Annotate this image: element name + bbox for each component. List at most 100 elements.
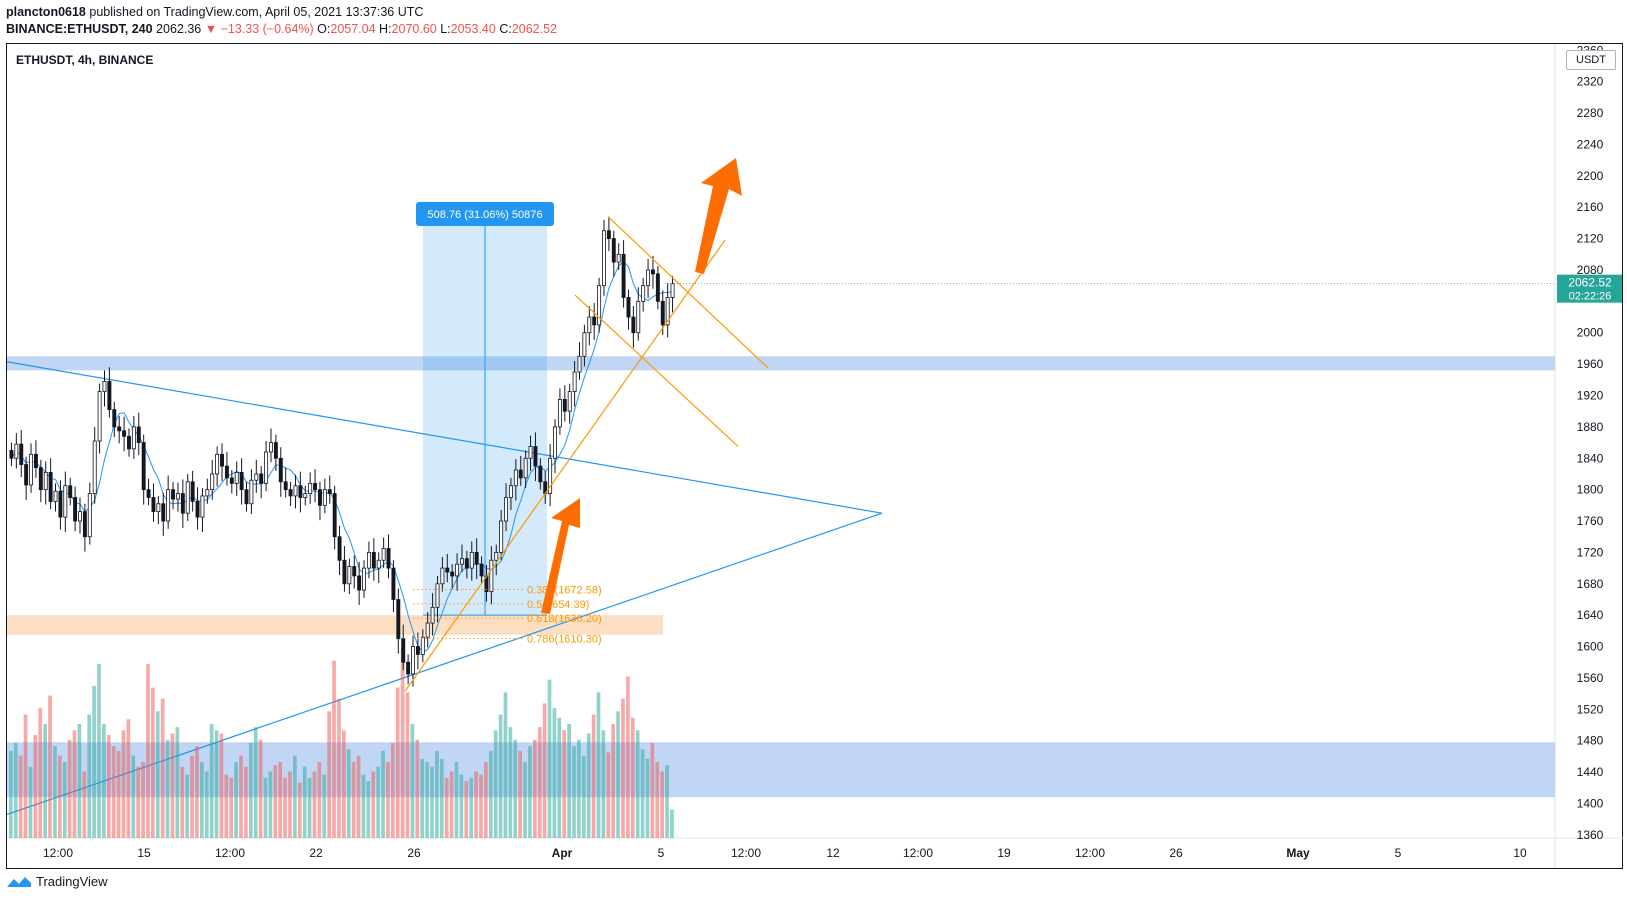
volume-bar (62, 762, 67, 838)
candle-body (224, 465, 229, 479)
candle-body (58, 490, 63, 518)
candle-body (602, 230, 606, 287)
candle-body (229, 477, 234, 484)
candle-body (337, 536, 342, 561)
price-tick-label: 1520 (1577, 702, 1604, 716)
breakout-arrow-upper (695, 158, 742, 274)
candle-body (450, 571, 455, 577)
time-tick-label: 19 (997, 846, 1011, 860)
candle-body (239, 471, 244, 491)
volume-bar (67, 739, 72, 838)
volume-bar (660, 771, 665, 838)
candle-body (420, 636, 425, 655)
volume-bar (518, 750, 522, 838)
volume-bar (415, 739, 420, 838)
volume-bar (528, 746, 532, 838)
time-tick-label: 15 (137, 846, 151, 860)
candle-body (303, 493, 308, 498)
volume-bar (386, 762, 390, 838)
volume-bar (449, 771, 454, 838)
volume-bar (557, 717, 562, 838)
time-tick-label: 5 (1395, 846, 1402, 860)
tradingview-footer[interactable]: TradingView (6, 874, 108, 889)
volume-bar (219, 733, 224, 838)
candle-body (611, 238, 616, 263)
volume-bar (258, 739, 263, 838)
time-tick-label: 12:00 (731, 846, 761, 860)
volume-bar (322, 774, 327, 838)
last-price-label: 2062.52 (1568, 276, 1612, 290)
candle-body (38, 467, 43, 491)
candle-body (82, 511, 87, 538)
candle-body (513, 469, 518, 487)
price-tick-label: 1640 (1577, 608, 1604, 622)
volume-bar (435, 750, 439, 838)
currency-button[interactable]: USDT (1566, 50, 1616, 70)
candle-body (9, 450, 14, 459)
volume-bar (234, 762, 238, 838)
candle-body (102, 380, 107, 392)
candle-body (455, 563, 460, 577)
price-tick-label: 1840 (1577, 451, 1604, 465)
price-tick-label: 1560 (1577, 671, 1604, 685)
volume-bar (199, 762, 204, 838)
volume-bar (302, 766, 307, 838)
volume-bar (621, 698, 625, 838)
candle-body (670, 283, 675, 298)
candle-body (195, 501, 200, 518)
candle-body (308, 482, 313, 494)
candle-body (371, 552, 376, 569)
volume-bar (537, 727, 542, 838)
volume-bar (48, 695, 52, 838)
author-name[interactable]: plancton0618 (6, 5, 86, 19)
volume-bar (586, 733, 591, 838)
volume-bar (53, 746, 57, 838)
candle-body (78, 511, 82, 522)
time-tick-label: Apr (552, 846, 573, 860)
volume-bar (307, 777, 312, 838)
candle-body (352, 566, 357, 577)
volume-bar (562, 730, 567, 838)
volume-bar (263, 777, 268, 838)
volume-bar (503, 692, 508, 838)
candle-body (249, 479, 254, 505)
volume-bar (13, 743, 18, 838)
candle-body (391, 567, 396, 600)
pennant-lower-line (574, 294, 739, 447)
countdown-label: 02:22:26 (1569, 291, 1612, 303)
fib-level-label: 0.5(1654.39) (527, 599, 589, 611)
candle-body (435, 583, 440, 608)
candle-body (621, 253, 626, 298)
volume-bar (567, 724, 571, 838)
time-tick-label: 5 (658, 846, 665, 860)
candle-body (19, 443, 24, 465)
candle-body (474, 552, 479, 565)
volume-bar (43, 724, 47, 838)
volume-bar (454, 762, 459, 838)
volume-bar (640, 749, 645, 838)
volume-bar (513, 739, 518, 838)
candle-body (518, 469, 523, 479)
price-tick-label: 1480 (1577, 734, 1604, 748)
candle-body (131, 426, 136, 450)
volume-bar (444, 777, 449, 838)
volume-bar (552, 708, 557, 838)
candle-body (357, 575, 362, 591)
volume-bar (459, 774, 464, 838)
volume-bar (195, 746, 199, 838)
volume-bar (342, 730, 346, 838)
candle-body (504, 497, 509, 522)
volume-bar (102, 724, 106, 838)
measure-label-box (416, 202, 554, 226)
candle-body (92, 440, 97, 494)
volume-bar (532, 739, 537, 838)
candle-body (200, 495, 205, 518)
volume-bar (581, 755, 586, 838)
candle-body (362, 567, 367, 591)
volume-bar (616, 711, 620, 838)
volume-bar (248, 743, 253, 838)
close-label: C: (499, 22, 512, 36)
candle-body (33, 453, 38, 469)
candle-body (597, 285, 602, 326)
